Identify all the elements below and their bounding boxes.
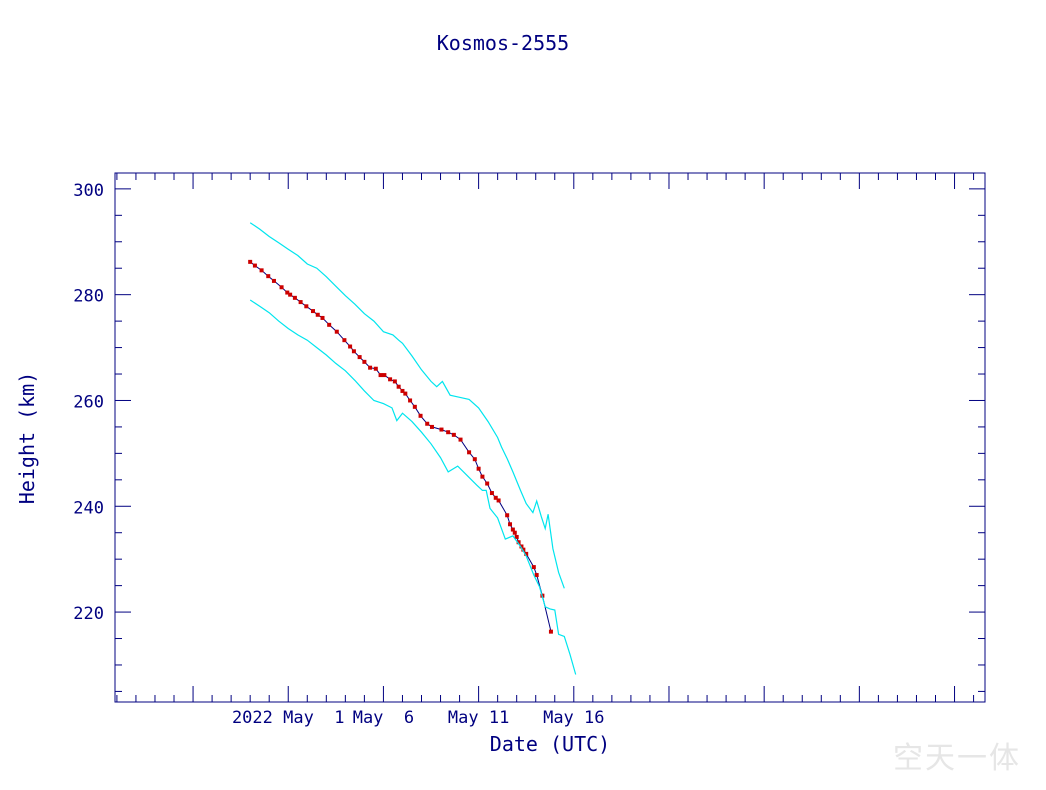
y-tick-label: 220: [73, 604, 104, 624]
x-tick-labels: 2022 May 1 May 6 May 11 May 16: [232, 708, 605, 728]
y-tick-label: 240: [73, 498, 104, 518]
chart-title: Kosmos-2555: [437, 31, 569, 55]
data-point: [489, 491, 494, 496]
x-axis-label: Date (UTC): [490, 732, 610, 756]
data-point: [342, 338, 347, 343]
y-tick-labels: 220 240 260 280 300: [73, 181, 104, 624]
x-tick-label: 2022 May 1: [232, 708, 345, 728]
data-point: [514, 534, 519, 539]
data-point: [396, 384, 401, 389]
data-point: [368, 365, 373, 370]
y-tick-label: 300: [73, 181, 104, 201]
data-point: [362, 359, 367, 364]
data-point: [485, 481, 490, 486]
y-tick-label: 280: [73, 287, 104, 307]
data-point: [271, 278, 276, 283]
data-point: [531, 565, 536, 570]
data-point: [505, 513, 510, 518]
data-point: [288, 292, 293, 297]
data-point: [439, 427, 444, 432]
data-point: [378, 373, 383, 378]
data-point: [496, 498, 501, 503]
data-point: [446, 430, 451, 435]
data-point: [508, 522, 513, 527]
data-point: [248, 259, 253, 264]
data-point: [480, 474, 485, 479]
upper-bound-line: [249, 222, 565, 589]
data-point: [519, 544, 524, 549]
data-point: [521, 547, 526, 552]
data-point: [510, 527, 515, 532]
data-point: [476, 466, 481, 471]
data-point: [408, 398, 413, 403]
data-point: [458, 437, 463, 442]
data-point: [429, 424, 434, 429]
data-point: [259, 268, 264, 273]
data-point: [252, 263, 257, 268]
data-point: [412, 404, 417, 409]
x-tick-label: May 11: [448, 708, 509, 728]
data-point: [357, 355, 362, 360]
data-point: [279, 285, 284, 290]
y-axis-label: Height (km): [15, 372, 39, 504]
measured-line: [249, 261, 552, 632]
data-point: [348, 344, 353, 349]
chart-series: [248, 222, 577, 675]
data-point: [403, 391, 408, 396]
data-point: [516, 540, 521, 545]
data-point: [472, 457, 477, 462]
data-point: [493, 495, 498, 500]
data-point: [334, 329, 339, 334]
data-point: [534, 573, 539, 578]
data-point: [351, 349, 356, 354]
data-point: [418, 413, 423, 418]
data-point: [298, 300, 303, 305]
data-point: [392, 379, 397, 384]
x-tick-label: May 6: [353, 708, 414, 728]
data-point: [266, 274, 271, 279]
plot-frame: [114, 172, 986, 703]
data-point: [467, 450, 472, 455]
watermark-text: 空天一体: [893, 741, 1021, 776]
data-point: [400, 388, 405, 393]
data-point: [425, 421, 430, 426]
data-point: [382, 373, 387, 378]
data-point: [512, 530, 517, 535]
data-point: [320, 315, 325, 320]
data-point: [373, 366, 378, 371]
x-tick-label: May 16: [543, 708, 604, 728]
data-point: [315, 312, 320, 317]
data-point: [388, 377, 393, 382]
data-point: [451, 432, 456, 437]
data-point: [548, 629, 553, 634]
lower-bound-line: [249, 299, 577, 675]
data-point: [310, 309, 315, 314]
y-tick-label: 260: [73, 392, 104, 412]
data-point: [327, 322, 332, 327]
data-point: [304, 304, 309, 309]
data-point: [285, 290, 290, 295]
data-point: [292, 295, 297, 300]
axis-ticks: [115, 173, 985, 702]
data-point: [524, 551, 529, 556]
